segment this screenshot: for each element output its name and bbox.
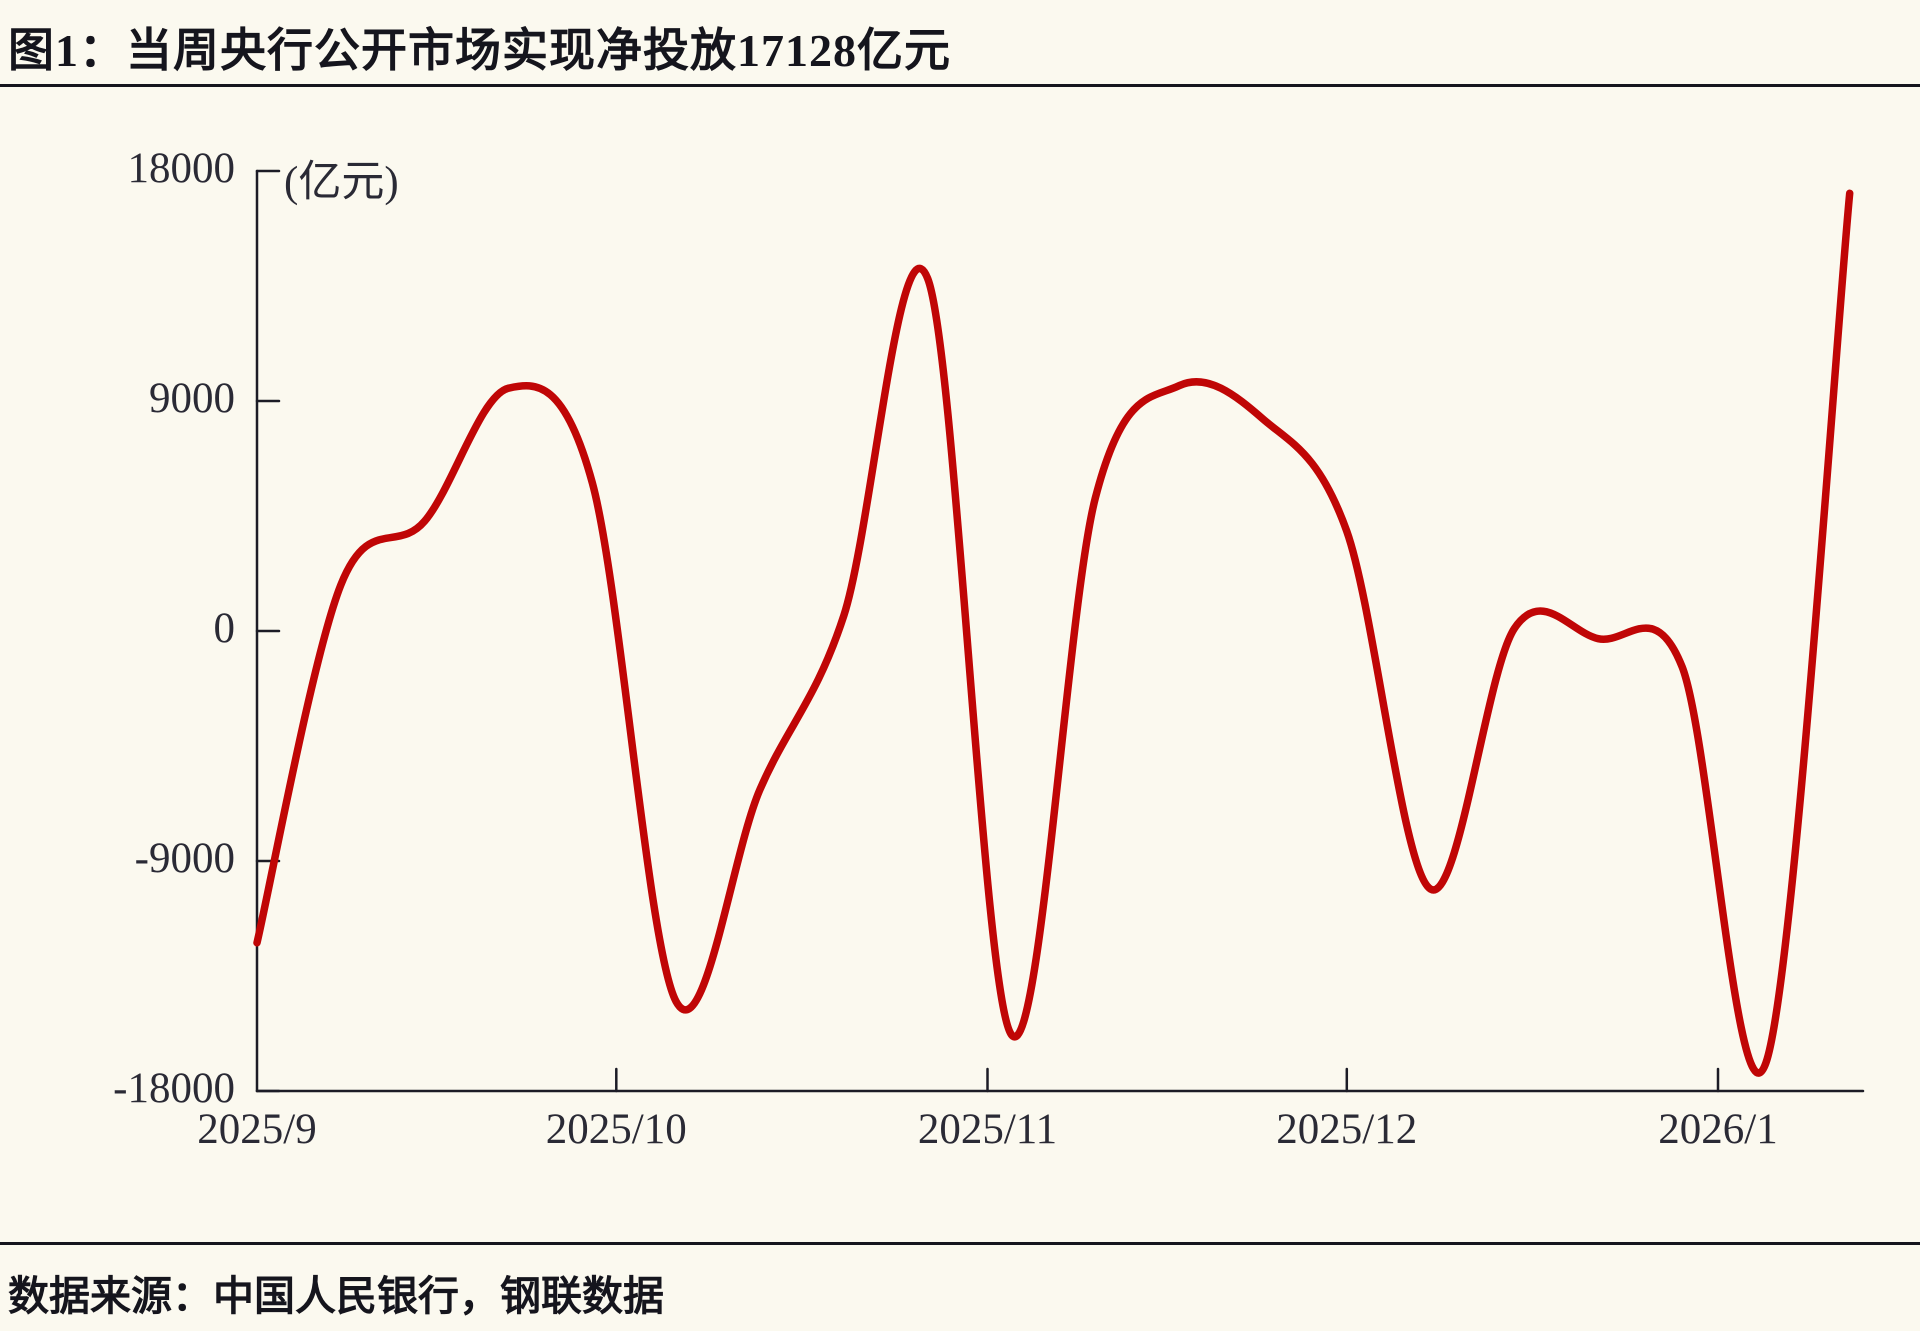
net-injection-line <box>253 189 1854 1077</box>
y-tick-label: -18000 <box>113 1065 235 1112</box>
axis-ticks <box>255 169 1720 1093</box>
x-tick-label: 2025/9 <box>197 1106 317 1153</box>
title-divider-line <box>0 84 1920 87</box>
x-tick-label: 2025/12 <box>1276 1106 1418 1153</box>
data-source-note: 数据来源：中国人民银行，钢联数据 <box>8 1273 664 1319</box>
chart-title: 图1：当周央行公开市场实现净投放17128亿元 <box>8 25 951 76</box>
y-tick-label: 18000 <box>127 145 236 192</box>
y-tick-label: 9000 <box>149 375 235 422</box>
footer-divider-line <box>0 1242 1920 1245</box>
y-axis-unit-label: (亿元) <box>284 159 399 206</box>
y-tick-label: 0 <box>213 605 236 652</box>
x-tick-label: 2025/10 <box>545 1106 687 1153</box>
y-tick-label: -9000 <box>134 835 235 882</box>
x-tick-label: 2026/1 <box>1658 1106 1778 1153</box>
x-tick-label: 2025/11 <box>917 1106 1058 1153</box>
